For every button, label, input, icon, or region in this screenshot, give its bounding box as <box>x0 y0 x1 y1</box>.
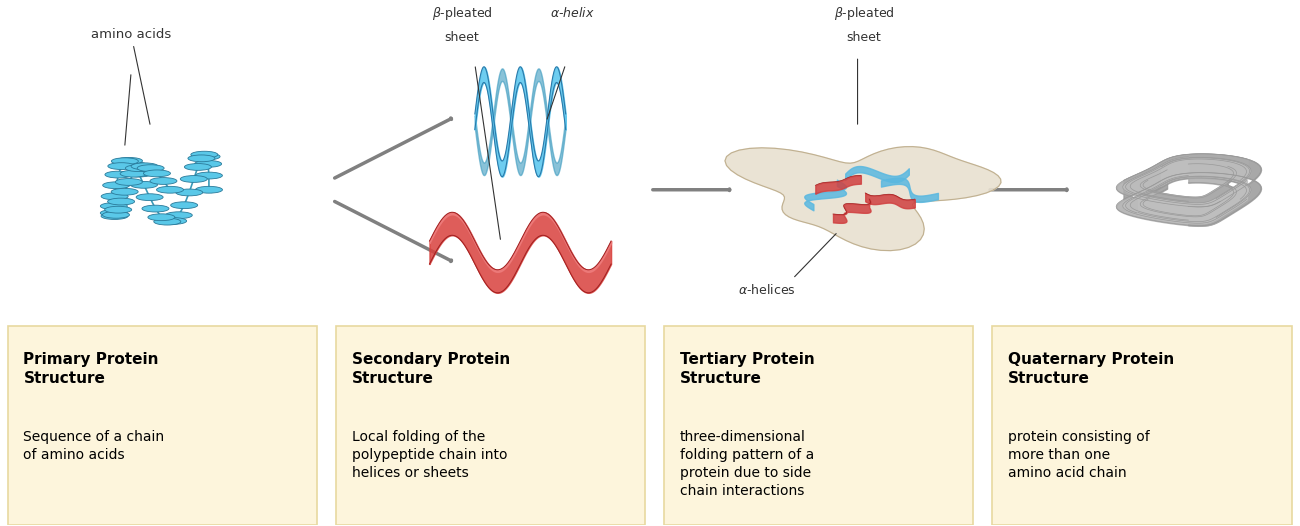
Ellipse shape <box>185 164 212 170</box>
Ellipse shape <box>120 170 147 177</box>
Ellipse shape <box>195 186 222 193</box>
Text: $\beta$-pleated: $\beta$-pleated <box>833 5 894 22</box>
Text: Tertiary Protein
Structure: Tertiary Protein Structure <box>680 352 815 386</box>
Text: $\beta$-pleated: $\beta$-pleated <box>432 5 493 22</box>
Ellipse shape <box>108 163 135 169</box>
Ellipse shape <box>120 162 147 168</box>
Ellipse shape <box>181 176 207 183</box>
Polygon shape <box>725 147 1001 250</box>
Ellipse shape <box>165 212 192 219</box>
Ellipse shape <box>125 170 152 177</box>
Ellipse shape <box>188 155 215 162</box>
Ellipse shape <box>125 165 152 171</box>
Ellipse shape <box>194 153 220 160</box>
Ellipse shape <box>150 178 177 185</box>
Ellipse shape <box>136 194 162 200</box>
Text: Quaternary Protein
Structure: Quaternary Protein Structure <box>1008 352 1174 386</box>
FancyBboxPatch shape <box>8 326 317 524</box>
FancyBboxPatch shape <box>664 326 972 524</box>
Ellipse shape <box>153 218 181 225</box>
Text: Local folding of the
polypeptide chain into
helices or sheets: Local folding of the polypeptide chain i… <box>351 430 507 480</box>
Ellipse shape <box>191 151 218 158</box>
Text: Secondary Protein
Structure: Secondary Protein Structure <box>351 352 510 386</box>
Ellipse shape <box>195 172 222 179</box>
Ellipse shape <box>142 205 169 212</box>
Ellipse shape <box>176 189 203 196</box>
Ellipse shape <box>103 211 130 218</box>
Ellipse shape <box>160 218 187 225</box>
Ellipse shape <box>116 157 143 164</box>
Text: protein consisting of
more than one
amino acid chain: protein consisting of more than one amin… <box>1008 430 1149 480</box>
Text: Sequence of a chain
of amino acids: Sequence of a chain of amino acids <box>23 430 165 462</box>
Ellipse shape <box>112 158 138 165</box>
FancyBboxPatch shape <box>992 326 1292 524</box>
Ellipse shape <box>105 171 131 178</box>
Text: $\alpha$-helices: $\alpha$-helices <box>738 284 796 297</box>
Ellipse shape <box>136 165 164 171</box>
Ellipse shape <box>148 214 176 220</box>
Text: amino acids: amino acids <box>91 28 172 124</box>
Ellipse shape <box>170 202 198 209</box>
Ellipse shape <box>100 209 127 216</box>
Text: three-dimensional
folding pattern of a
protein due to side
chain interactions: three-dimensional folding pattern of a p… <box>680 430 814 498</box>
Ellipse shape <box>156 186 183 193</box>
Ellipse shape <box>131 163 159 170</box>
Ellipse shape <box>101 213 127 219</box>
Ellipse shape <box>130 181 157 188</box>
Ellipse shape <box>100 203 127 209</box>
Text: Primary Protein
Structure: Primary Protein Structure <box>23 352 159 386</box>
Ellipse shape <box>101 193 129 200</box>
Text: sheet: sheet <box>846 31 881 44</box>
Ellipse shape <box>195 160 221 167</box>
Text: $\alpha$-helix: $\alpha$-helix <box>550 6 594 20</box>
FancyBboxPatch shape <box>337 326 645 524</box>
Ellipse shape <box>116 178 143 185</box>
Ellipse shape <box>108 198 135 205</box>
Ellipse shape <box>112 188 138 195</box>
Ellipse shape <box>103 182 130 189</box>
Text: sheet: sheet <box>445 31 480 44</box>
Ellipse shape <box>143 170 170 177</box>
Ellipse shape <box>105 206 131 213</box>
